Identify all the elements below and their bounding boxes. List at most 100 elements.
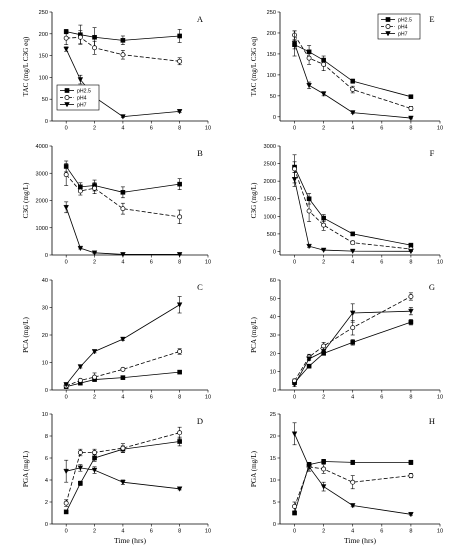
x-tick-label: 10	[205, 260, 211, 266]
x-tick-label: 4	[121, 529, 124, 535]
y-tick-label: 4	[45, 478, 48, 484]
x-tick-label: 2	[322, 395, 325, 401]
y-axis-title: TAC (mg/L C3G eq)	[250, 36, 258, 96]
legend-marker	[64, 88, 70, 93]
x-tick-label: 4	[121, 395, 124, 401]
x-tick-label: 6	[150, 529, 153, 535]
data-point	[91, 349, 98, 355]
x-tick-label: 8	[178, 126, 181, 132]
data-point	[63, 509, 69, 515]
x-tick-label: 2	[322, 126, 325, 132]
y-tick-label: 0	[273, 115, 276, 121]
x-tick-label: 6	[380, 529, 383, 535]
legend-item: pH7	[381, 31, 408, 37]
data-point	[320, 247, 327, 254]
legend-marker	[64, 95, 70, 100]
data-point	[63, 205, 69, 211]
data-point	[92, 455, 97, 461]
data-point	[120, 445, 126, 451]
y-tick-label: 4000	[36, 144, 48, 150]
data-point	[120, 206, 126, 212]
data-point	[120, 190, 126, 195]
x-tick-label: 4	[351, 260, 354, 266]
data-point	[120, 114, 126, 120]
panel-letter: D	[197, 416, 203, 426]
x-tick-label: 4	[351, 529, 354, 535]
x-tick-label: 0	[65, 529, 68, 535]
data-point	[350, 231, 356, 237]
legend-item: pH4	[381, 24, 408, 30]
data-point	[77, 77, 84, 83]
legend-marker	[385, 24, 391, 29]
legend-box	[377, 13, 421, 40]
y-tick-label: 10	[270, 370, 276, 376]
y-axis-title: TAC (mg/L C3G eq)	[22, 36, 30, 96]
data-point	[91, 250, 98, 256]
data-point	[176, 302, 183, 308]
data-point	[176, 252, 183, 258]
series-ph4	[292, 30, 414, 111]
series-line	[294, 296, 412, 382]
x-tick-label: 6	[380, 260, 383, 266]
y-axis-title: PCA (mg/L)	[250, 317, 258, 353]
data-point	[92, 450, 97, 455]
data-point	[63, 46, 69, 53]
legend-marker	[64, 102, 70, 108]
data-point	[120, 252, 126, 258]
y-tick-label: 6	[45, 456, 48, 462]
data-point	[408, 249, 414, 255]
y-tick-label: 20	[270, 351, 276, 357]
data-point	[408, 308, 414, 315]
y-tick-label: 150	[39, 54, 48, 60]
x-tick-label: 6	[150, 260, 153, 266]
y-tick-label: 500	[267, 232, 276, 238]
data-point	[177, 430, 183, 436]
x-tick-label: 8	[178, 529, 181, 535]
series-ph4	[63, 348, 183, 389]
y-tick-label: 1000	[264, 214, 276, 220]
data-point	[63, 35, 69, 41]
panel-letter: E	[429, 14, 434, 24]
data-point	[306, 464, 312, 470]
series-line	[66, 351, 180, 387]
series-ph7	[63, 296, 183, 388]
y-tick-label: 250	[267, 10, 276, 16]
data-point	[408, 294, 414, 299]
data-point	[291, 177, 298, 183]
y-tick-label: 50	[42, 97, 48, 103]
y-tick-label: 3000	[264, 144, 276, 150]
x-tick-label: 8	[409, 529, 412, 535]
data-point	[77, 34, 83, 40]
y-tick-label: 200	[267, 31, 276, 37]
x-tick-label: 6	[380, 126, 383, 132]
data-point	[306, 356, 312, 362]
series-ph7	[291, 30, 414, 122]
legend-item: pH4	[60, 95, 87, 101]
data-point	[349, 110, 356, 116]
series-line	[65, 432, 180, 504]
x-axis-title: Time (hrs)	[114, 536, 146, 545]
chart-panel-a: 0 50 100 150 200 250 0 2 4 6 8 10 TAC (mg/L C3G eq) A…	[22, 10, 211, 132]
x-tick-label: 2	[93, 260, 96, 266]
x-tick-label: 4	[121, 260, 124, 266]
data-point	[77, 450, 83, 455]
legend-item: pH2.5	[381, 17, 412, 23]
y-tick-label: 0	[45, 388, 48, 394]
x-tick-label: 0	[293, 126, 296, 132]
x-tick-label: 10	[205, 529, 211, 535]
data-point	[92, 185, 97, 191]
panel-letter: C	[197, 282, 203, 292]
y-tick-label: 100	[267, 73, 276, 79]
data-point	[321, 466, 327, 472]
data-point	[408, 105, 414, 111]
y-tick-label: 5	[273, 500, 276, 506]
series-line	[65, 304, 180, 385]
y-axis-title: C3G (mg/L)	[250, 182, 258, 218]
chart-panel-h: 0 5 10 15 20 25 0 2 4 6 8 10 PGA (mg/L) H Time (hrs)	[250, 412, 443, 545]
data-point	[350, 78, 356, 84]
x-tick-label: 4	[121, 126, 124, 132]
data-point	[306, 55, 312, 61]
legend-item: pH2.5	[60, 88, 91, 94]
data-point	[350, 240, 356, 246]
data-point	[77, 188, 83, 194]
